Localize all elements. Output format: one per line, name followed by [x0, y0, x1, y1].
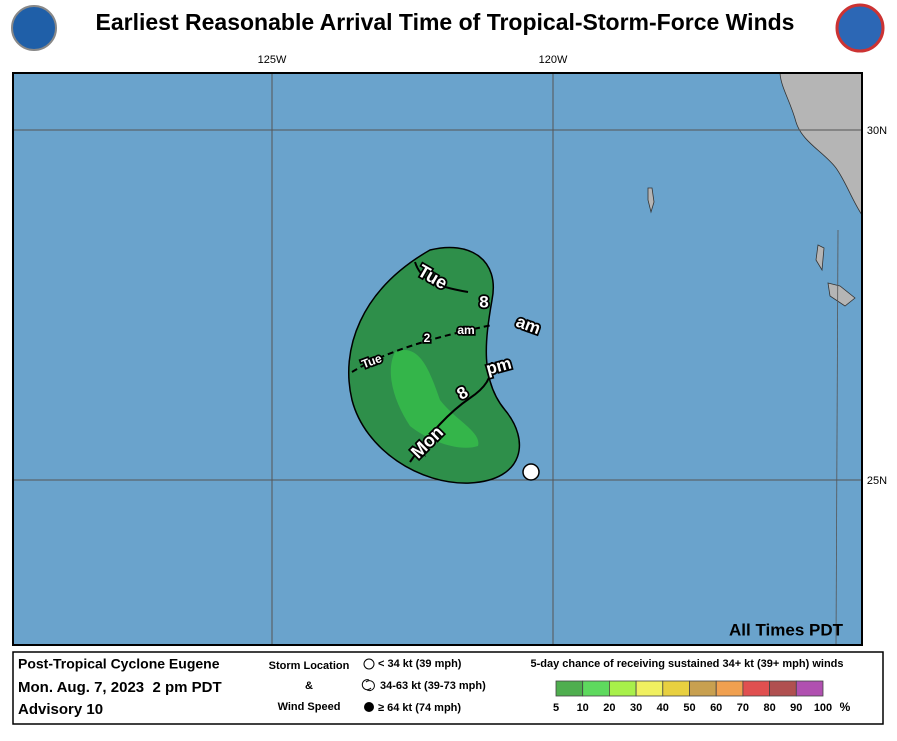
- location-title: Wind Speed: [278, 701, 341, 713]
- scale-label: 60: [710, 702, 722, 714]
- scale-box: [715, 680, 744, 697]
- storm-name: Post-Tropical Cyclone Eugene: [18, 656, 220, 672]
- probability-area: [390, 350, 479, 448]
- contour: [351, 324, 493, 373]
- location-title: Storm Location: [269, 660, 350, 672]
- scale-box: [635, 680, 664, 697]
- storm-location: [522, 463, 540, 481]
- scale-label: 10: [577, 702, 589, 714]
- contour: [414, 261, 469, 293]
- scale-label: 80: [763, 702, 775, 714]
- coast-line: [835, 229, 839, 646]
- scale-title: 5-day chance of receiving sustained 34+ …: [531, 658, 844, 670]
- scale-label: 5: [553, 702, 559, 714]
- date: Mon. Aug. 7, 2023 2 pm PDT: [18, 679, 222, 696]
- legend-panel: Post-Tropical Cyclone Eugene Mon. Aug. 7…: [12, 651, 884, 725]
- lat-label: 30N: [867, 125, 887, 137]
- scale-box: [795, 680, 824, 697]
- scale-label: 90: [790, 702, 802, 714]
- contour-label: am: [457, 323, 474, 337]
- scale-box: [609, 680, 637, 697]
- scale-label: 100: [814, 702, 832, 714]
- scale-label: 50: [683, 702, 695, 714]
- scale-label: 70: [737, 702, 749, 714]
- scale-unit: %: [840, 700, 851, 714]
- advisory: Advisory 10: [18, 701, 103, 718]
- scale-box: [555, 680, 584, 697]
- contour-label: 8: [479, 292, 488, 311]
- location-item: < 34 kt (39 mph): [378, 658, 462, 670]
- location-item: ≥ 64 kt (74 mph): [378, 702, 461, 714]
- symbol: [364, 702, 374, 712]
- location-title: &: [305, 680, 313, 692]
- symbol: [361, 679, 375, 692]
- map: Tue 8 am Tue 2 am pm 8 Mon All Times PDT: [12, 72, 863, 646]
- lon-label: 125W: [258, 54, 287, 66]
- time-note: All Times PDT: [729, 620, 844, 639]
- scale-label: 30: [630, 702, 642, 714]
- scale-label: 40: [657, 702, 669, 714]
- island: [647, 187, 856, 307]
- symbol: [363, 658, 375, 670]
- scale-box: [689, 680, 717, 697]
- contour-label: 2: [424, 331, 431, 345]
- map-frame: [12, 72, 863, 646]
- contour: [409, 361, 493, 463]
- scale-box: [769, 680, 797, 697]
- lat-label: 25N: [867, 475, 887, 487]
- scale-label: 20: [603, 702, 615, 714]
- lon-label: 120W: [539, 54, 568, 66]
- land: [779, 72, 863, 217]
- location-item: 34-63 kt (39-73 mph): [380, 680, 486, 692]
- title: Earliest Reasonable Arrival Time of Trop…: [96, 9, 795, 35]
- scale-box: [582, 680, 610, 697]
- nws-logo: [835, 3, 885, 53]
- scale-box: [742, 680, 771, 697]
- probability-area: [348, 246, 521, 484]
- graticule: [13, 73, 862, 645]
- noaa-logo: [11, 5, 57, 51]
- scale-box: [662, 680, 690, 697]
